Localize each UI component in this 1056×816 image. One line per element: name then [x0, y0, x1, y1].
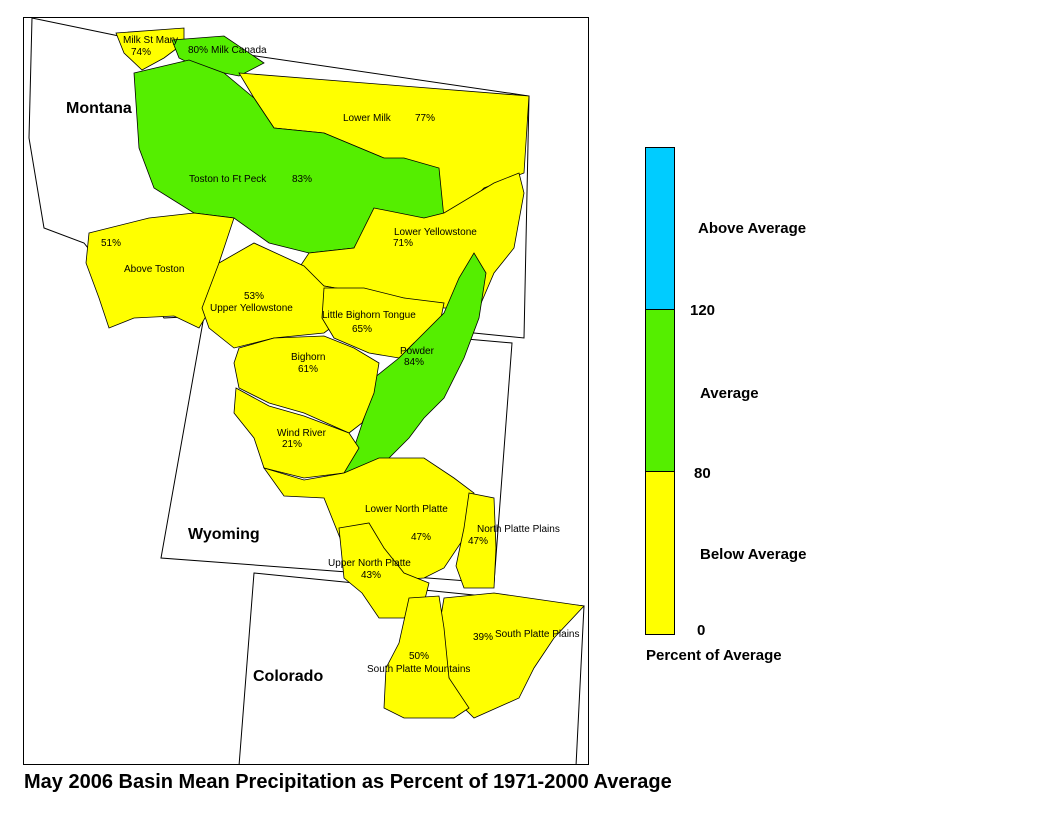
basin-pct-lower-north-platte: 47% [411, 532, 432, 543]
basin-polygon-bighorn [233, 335, 380, 434]
basin-name-lower-milk: Lower Milk [343, 113, 391, 124]
basin-name-south-platte-mountains: South Platte Mountains [367, 664, 471, 675]
legend-break-0: 0 [697, 622, 706, 639]
basin-polygon-north-platte-plains [455, 492, 497, 589]
basin-name-lower-yellowstone: Lower Yellowstone [394, 227, 477, 238]
basin-name-powder: Powder [400, 346, 434, 357]
basin-pct-lower-milk: 77% [415, 113, 436, 124]
legend-label-below-average: Below Average [700, 546, 807, 563]
legend-break-80: 80 [694, 465, 711, 482]
basin-pct-upper-yellowstone: 53% [244, 291, 265, 302]
legend-label-above-average: Above Average [698, 220, 807, 237]
basin-pct-bighorn: 61% [298, 364, 319, 375]
basin-name-upper-north-platte: Upper North Platte [328, 558, 411, 569]
legend-swatch-average [645, 309, 675, 473]
basin-pct-little-bighorn-tongue: 65% [352, 324, 373, 335]
basin-pct-milk-canada: 80% [188, 45, 209, 56]
map-frame: Montana Wyoming Colorado Milk St Mary 74… [23, 17, 589, 765]
legend-color-bar [645, 147, 675, 635]
basin-pct-above-toston: 51% [101, 238, 122, 249]
basin-name-north-platte-plains: North Platte Plains [477, 524, 560, 535]
basin-name-wind-river: Wind River [277, 428, 326, 439]
legend-swatch-below-average [645, 471, 675, 635]
legend-swatch-above-average [645, 147, 675, 311]
basin-polygon-powder [343, 252, 487, 474]
basin-name-upper-yellowstone: Upper Yellowstone [210, 303, 293, 314]
basin-polygon-above-toston [85, 212, 235, 329]
basin-name-above-toston: Above Toston [124, 264, 185, 275]
basin-pct-upper-north-platte: 43% [361, 570, 382, 581]
basin-pct-powder: 84% [404, 357, 425, 368]
basin-name-little-bighorn-tongue: Little Bighorn Tongue [322, 310, 416, 321]
basin-name-lower-north-platte: Lower North Platte [365, 504, 448, 515]
basin-name-milk-st-mary: Milk St Mary [123, 35, 178, 46]
basin-pct-milk-st-mary: 74% [131, 47, 152, 58]
basin-pct-toston-to-ft-peck: 83% [292, 174, 313, 185]
basin-name-toston-to-ft-peck: Toston to Ft Peck [189, 174, 267, 185]
legend-label-average: Average [700, 385, 759, 402]
state-label-montana: Montana [66, 100, 132, 117]
state-label-colorado: Colorado [253, 668, 324, 685]
basin-polygon-south-platte-mountains [383, 595, 470, 719]
basin-map [28, 18, 585, 764]
basin-name-south-platte-plains: South Platte Plains [495, 629, 580, 640]
basin-pct-wind-river: 21% [282, 439, 303, 450]
basin-polygon-milk-st-mary [115, 27, 185, 71]
map-title: May 2006 Basin Mean Precipitation as Per… [24, 771, 672, 793]
legend-caption: Percent of Average [646, 647, 782, 664]
basin-name-milk-canada: Milk Canada [211, 45, 267, 56]
legend-break-120: 120 [690, 302, 716, 319]
basin-name-bighorn: Bighorn [291, 352, 326, 363]
basin-pct-south-platte-mountains: 50% [409, 651, 430, 662]
state-label-wyoming: Wyoming [188, 526, 260, 543]
basin-pct-lower-yellowstone: 71% [393, 238, 414, 249]
basin-pct-south-platte-plains: 39% [473, 632, 494, 643]
basin-polygons [85, 27, 585, 719]
basin-pct-north-platte-plains: 47% [468, 536, 489, 547]
